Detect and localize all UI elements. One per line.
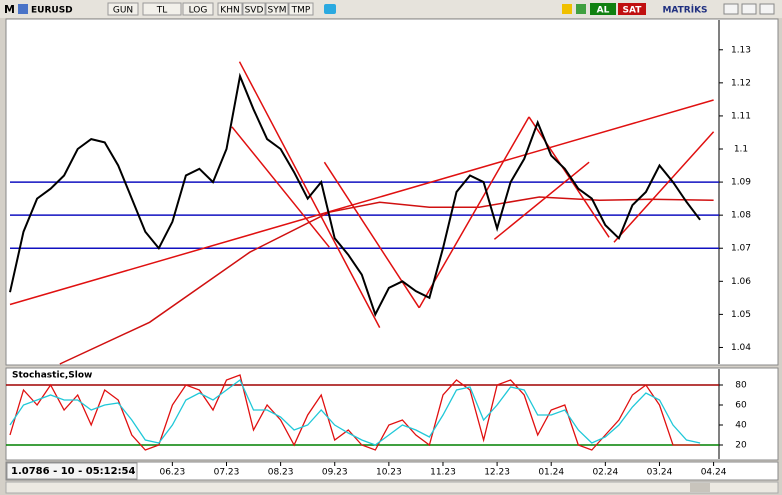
icon[interactable] xyxy=(576,4,586,14)
twitter-icon[interactable] xyxy=(324,4,336,14)
trendline xyxy=(528,116,610,238)
x-tick-label: 06.23 xyxy=(159,468,185,478)
trendline xyxy=(323,161,420,309)
toolbar-buttons: GUN TL LOG KHN SVD SYM TMP xyxy=(107,2,314,16)
y-tick-label: 1.07 xyxy=(731,244,751,254)
icon[interactable] xyxy=(562,4,572,14)
toolbar-button[interactable] xyxy=(142,2,182,16)
x-tick-label: 01.24 xyxy=(538,468,564,478)
x-tick-label: 08.23 xyxy=(268,468,294,478)
y-tick-label: 1.09 xyxy=(731,178,751,188)
y-tick-label: 80 xyxy=(735,381,747,391)
toolbar-button[interactable] xyxy=(288,2,314,16)
buy-label[interactable]: AL xyxy=(597,6,610,16)
toolbar-button-label[interactable]: GUN xyxy=(113,6,133,16)
y-tick-label: 1.12 xyxy=(731,78,751,88)
toolbar-button[interactable] xyxy=(182,2,214,16)
y-tick-label: 1.05 xyxy=(731,310,751,320)
series-line xyxy=(9,378,701,446)
y-tick-label: 40 xyxy=(735,421,747,431)
brand: MATRİKS xyxy=(662,5,707,16)
logo: M xyxy=(4,3,15,16)
x-tick-label: 02.24 xyxy=(592,468,618,478)
toolbar-button-label[interactable]: TMP xyxy=(291,6,311,16)
x-tick-label: 10.23 xyxy=(376,468,402,478)
symbol[interactable]: EURUSD xyxy=(31,6,73,16)
scroll-thumb[interactable] xyxy=(690,483,710,492)
y-tick-label: 1.11 xyxy=(731,111,751,121)
price-panel xyxy=(5,18,779,366)
toolbar-button[interactable] xyxy=(265,2,289,16)
toolbar-button[interactable] xyxy=(107,2,139,16)
toolbar-button-label[interactable]: TL xyxy=(156,6,168,16)
trendline xyxy=(493,161,590,240)
close-button[interactable] xyxy=(759,3,775,15)
series-line xyxy=(9,374,701,451)
trendline xyxy=(238,61,381,328)
max-button[interactable] xyxy=(741,3,757,15)
x-tick-label: 12.23 xyxy=(484,468,510,478)
x-tick-label: 07.23 xyxy=(214,468,240,478)
flag-icon xyxy=(18,4,28,14)
toolbar-button-label[interactable]: SYM xyxy=(268,6,287,16)
y-tick-label: 1.06 xyxy=(731,277,751,287)
trendline xyxy=(9,99,714,306)
trendline xyxy=(231,126,330,248)
toolbar-button-label[interactable]: LOG xyxy=(189,6,208,16)
y-tick-label: 1.1 xyxy=(734,145,748,155)
toolbar-button-label[interactable]: SVD xyxy=(245,6,264,16)
x-tick-label: 11.23 xyxy=(430,468,456,478)
toolbar-button-label[interactable]: KHN xyxy=(220,6,239,16)
series-line xyxy=(9,72,701,317)
axis-bar xyxy=(5,461,779,481)
y-tick-label: 1.13 xyxy=(731,45,751,55)
toolbar-button[interactable] xyxy=(242,2,266,16)
y-tick-label: 1.04 xyxy=(731,343,751,353)
trendline xyxy=(418,116,530,309)
x-tick-label: 09.23 xyxy=(322,468,348,478)
trendline xyxy=(613,131,715,243)
toolbar-button[interactable] xyxy=(217,2,243,16)
x-tick-label: 03.24 xyxy=(647,468,673,478)
y-tick-label: 20 xyxy=(735,441,747,451)
y-tick-label: 60 xyxy=(735,401,747,411)
scrollbar[interactable] xyxy=(5,481,779,494)
sell-label[interactable]: SAT xyxy=(623,6,643,16)
quote: 1.0786 - 10 - 05:12:54 xyxy=(11,466,136,477)
sell-button[interactable] xyxy=(618,3,646,15)
quote-box xyxy=(6,462,138,480)
moving-average xyxy=(59,196,714,365)
buy-button[interactable] xyxy=(590,3,616,15)
y-tick-label: 1.08 xyxy=(731,211,751,221)
x-tick-label: 04.24 xyxy=(701,468,727,478)
stoch-title: Stochastic,Slow xyxy=(12,371,92,381)
min-button[interactable] xyxy=(723,3,739,15)
